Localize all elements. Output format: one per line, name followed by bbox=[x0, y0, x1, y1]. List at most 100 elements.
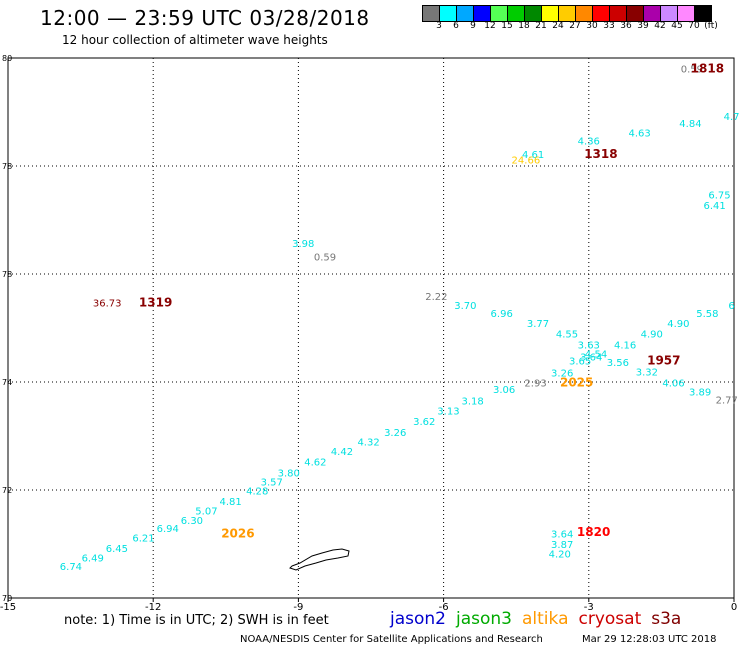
data-point: 4.90 bbox=[667, 319, 689, 330]
data-point: 6.74 bbox=[60, 562, 82, 573]
y-tick-label: 78 bbox=[2, 270, 12, 279]
time-label: 1818 bbox=[691, 62, 724, 76]
data-point: 2.93 bbox=[524, 378, 546, 389]
satellite-altika: altika bbox=[522, 609, 569, 629]
data-point: 4.32 bbox=[357, 438, 379, 449]
chart-axes: -15 -12 -9 -6 -3 0 70 72 74 78 78 80 bbox=[0, 54, 737, 613]
color-scale-label: 39 bbox=[637, 21, 649, 31]
color-scale-label: 18 bbox=[518, 21, 530, 31]
x-tick-label: 0 bbox=[731, 602, 737, 613]
data-point: 4.7 bbox=[724, 112, 740, 123]
data-point: 3.62 bbox=[413, 417, 435, 428]
time-label: 2026 bbox=[221, 527, 254, 541]
timestamp: Mar 29 12:28:03 UTC 2018 bbox=[582, 634, 717, 645]
data-point: 4.62 bbox=[304, 458, 326, 469]
data-point: 6 bbox=[728, 301, 734, 312]
color-scale-label: (ft) bbox=[704, 21, 718, 31]
time-label: 1318 bbox=[584, 147, 617, 161]
data-point: 3.89 bbox=[689, 388, 711, 399]
time-label: 1319 bbox=[139, 295, 172, 309]
subtitle: 12 hour collection of altimeter wave hei… bbox=[62, 33, 328, 47]
satellite-legend: jason2 jason3 altika cryosat s3a bbox=[390, 609, 691, 629]
time-label: 2025 bbox=[560, 375, 593, 389]
data-point: 4.55 bbox=[556, 330, 578, 341]
data-point: 4.84 bbox=[679, 119, 701, 130]
color-scale-label: 30 bbox=[586, 21, 598, 31]
y-tick-label: 80 bbox=[2, 54, 12, 63]
data-point: 4.61 bbox=[522, 150, 544, 161]
x-tick-label: -9 bbox=[293, 602, 303, 613]
color-scale-label: 6 bbox=[453, 21, 459, 31]
x-tick-label: -12 bbox=[145, 602, 161, 613]
data-point: 4.90 bbox=[641, 330, 663, 341]
data-point: 3.56 bbox=[607, 358, 629, 369]
data-point: 3.80 bbox=[278, 469, 300, 480]
data-point: 3.63 bbox=[578, 341, 600, 352]
data-point: 4.63 bbox=[628, 128, 650, 139]
data-point: 5.07 bbox=[195, 506, 217, 517]
data-point: 6.94 bbox=[157, 524, 179, 535]
data-point: 3.57 bbox=[261, 478, 283, 489]
data-point: 4.54 bbox=[585, 350, 607, 361]
satellite-cryosat: cryosat bbox=[578, 609, 642, 629]
y-tick-label: 70 bbox=[2, 594, 12, 603]
color-scale-label: 21 bbox=[535, 21, 547, 31]
satellite-s3a: s3a bbox=[651, 609, 682, 629]
data-point: 6.21 bbox=[132, 533, 154, 544]
data-point: 3.18 bbox=[462, 397, 484, 408]
data-points: 0.59 4.36 4.63 4.84 4.7 4.61 6.756.41 3.98 2.22 3… bbox=[60, 65, 740, 573]
color-scale-label: 9 bbox=[470, 21, 476, 31]
color-scale-label: 27 bbox=[569, 21, 581, 31]
data-point: 4.06 bbox=[662, 378, 684, 389]
data-point: 36.73 bbox=[93, 298, 122, 309]
satellite-jason3: jason3 bbox=[456, 609, 512, 629]
color-scale-label: 70 bbox=[688, 21, 700, 31]
y-tick-label: 78 bbox=[2, 162, 12, 171]
data-point: 6.41 bbox=[704, 201, 726, 212]
data-point: 4.42 bbox=[331, 447, 353, 458]
color-scale-label: 33 bbox=[603, 21, 615, 31]
data-point: 3.06 bbox=[493, 385, 515, 396]
data-point: 4.36 bbox=[578, 136, 600, 147]
color-scale-labels: 3 6 9 12 15 18 21 24 27 30 33 36 39 42 45 70 (ft) bbox=[422, 21, 740, 33]
time-label: 1957 bbox=[647, 354, 680, 368]
color-scale-label: 45 bbox=[671, 21, 683, 31]
data-point: 6.30 bbox=[181, 516, 203, 527]
data-point: 3.87 bbox=[551, 540, 573, 551]
data-point: 0.59 bbox=[681, 65, 703, 76]
data-point: 4.28 bbox=[246, 486, 268, 497]
data-point: 6.75 bbox=[708, 190, 730, 201]
data-point: 4.81 bbox=[220, 497, 242, 508]
satellite-jason2: jason2 bbox=[390, 609, 446, 629]
data-point: 4.16 bbox=[614, 341, 636, 352]
data-point: 3.70 bbox=[454, 301, 476, 312]
data-point: 3.26 bbox=[384, 428, 406, 439]
data-point: 2.22 bbox=[425, 292, 447, 303]
y-tick-label: 72 bbox=[2, 486, 12, 495]
data-point: 5.58 bbox=[696, 309, 718, 320]
data-point: 3.13 bbox=[437, 406, 459, 417]
y-tick-label: 74 bbox=[2, 378, 12, 387]
chart-grid bbox=[8, 58, 734, 598]
color-scale-label: 3 bbox=[436, 21, 442, 31]
data-point: 2.77 bbox=[716, 396, 738, 407]
color-scale-label: 36 bbox=[620, 21, 632, 31]
time-labels: 1818 1318 1319 1957 2025 2026 1820 bbox=[139, 62, 724, 541]
title: 12:00 — 23:59 UTC 03/28/2018 bbox=[40, 6, 370, 30]
data-point: 6.96 bbox=[491, 309, 513, 320]
x-tick-label: -15 bbox=[0, 602, 16, 613]
island-outline bbox=[289, 548, 350, 571]
data-point: 4.20 bbox=[549, 550, 571, 561]
data-point: 24.66 bbox=[512, 155, 541, 166]
color-scale-label: 12 bbox=[484, 21, 496, 31]
credit-line: NOAA/NESDIS Center for Satellite Applica… bbox=[240, 634, 543, 645]
color-scale-label: 42 bbox=[654, 21, 666, 31]
island-outline-shape bbox=[289, 548, 350, 571]
data-point: 3.64 bbox=[551, 530, 573, 541]
data-point: 0.59 bbox=[314, 253, 336, 264]
data-point: 6.49 bbox=[82, 553, 104, 564]
x-tick-label: -3 bbox=[584, 602, 594, 613]
time-label: 1820 bbox=[577, 525, 610, 539]
data-point: 3.65 bbox=[569, 357, 591, 368]
x-tick-label: -6 bbox=[439, 602, 449, 613]
